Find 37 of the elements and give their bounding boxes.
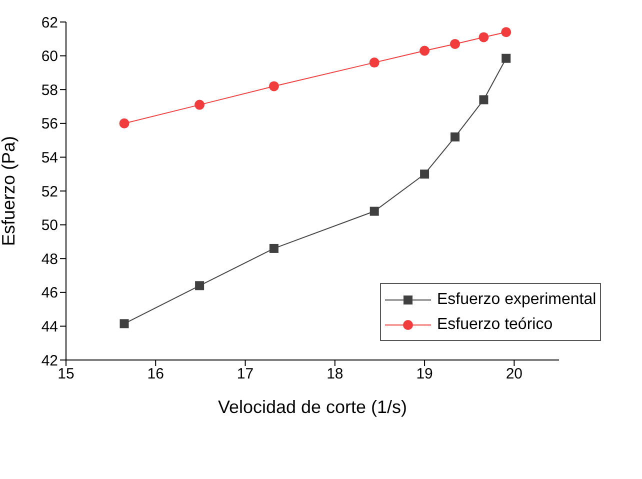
y-tick-label: 52 (41, 183, 58, 200)
point (369, 58, 380, 68)
point (194, 100, 205, 110)
point (268, 81, 279, 92)
x-tick-label: 17 (236, 366, 254, 383)
y-tick-label: 62 (41, 14, 58, 32)
y-tick-label: 60 (41, 48, 58, 66)
point (269, 244, 278, 253)
point (479, 95, 488, 104)
y-tick-label: 50 (41, 217, 58, 234)
x-tick-label: 20 (506, 366, 523, 383)
x-axis-title: Velocidad de corte (1/s) (218, 397, 408, 417)
y-tick-label: 42 (41, 352, 58, 370)
point (502, 54, 511, 63)
legend-label: Esfuerzo teórico (437, 316, 553, 334)
point (450, 132, 460, 142)
point (195, 281, 204, 290)
x-tick-label: 18 (326, 366, 344, 383)
y-tick-label: 46 (41, 284, 58, 302)
y-axis-title: Esfuerzo (Pa) (0, 136, 18, 246)
y-tick-label: 44 (41, 318, 58, 336)
point (420, 170, 430, 179)
point (420, 46, 430, 56)
y-tick-label: 58 (41, 82, 58, 99)
point (478, 32, 489, 42)
point (501, 27, 512, 38)
y-tick-label: 48 (41, 250, 58, 268)
x-tick-label: 19 (416, 366, 433, 383)
legend-label: Esfuerzo experimental (437, 290, 596, 308)
x-tick-label: 15 (58, 366, 74, 383)
point (450, 38, 460, 49)
y-tick-label: 54 (41, 150, 58, 167)
point (120, 319, 129, 328)
y-tick-label: 56 (41, 116, 58, 133)
x-tick-label: 16 (147, 366, 164, 383)
point (370, 206, 379, 216)
point (119, 118, 130, 128)
